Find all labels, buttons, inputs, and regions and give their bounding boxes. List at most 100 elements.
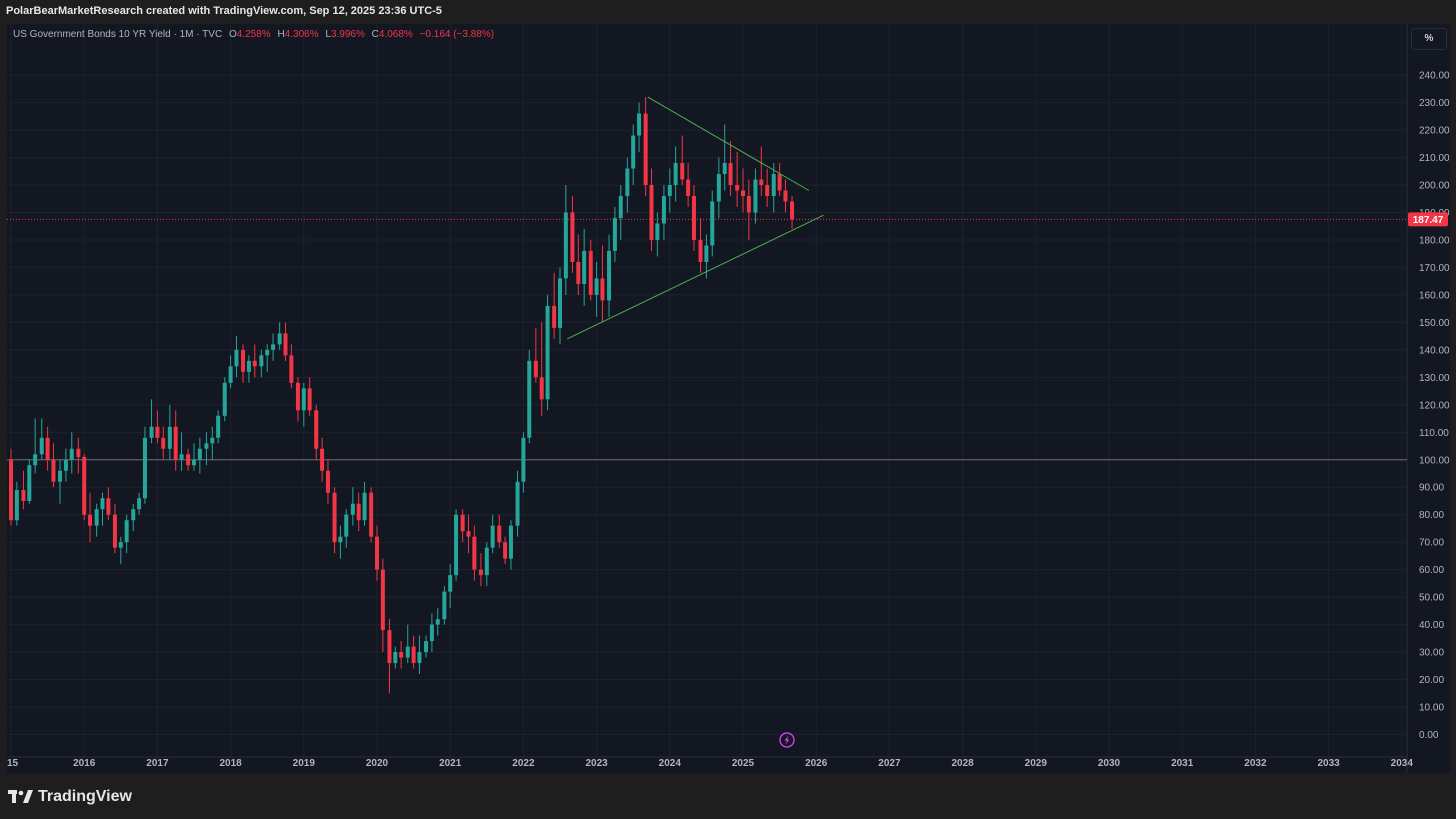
- candle-body[interactable]: [399, 652, 404, 658]
- candle-body[interactable]: [9, 459, 13, 521]
- candle-body[interactable]: [435, 619, 440, 625]
- candle-body[interactable]: [570, 212, 575, 262]
- candle-body[interactable]: [112, 514, 117, 548]
- candle-body[interactable]: [149, 426, 154, 438]
- candle-body[interactable]: [576, 261, 581, 284]
- candle-body[interactable]: [472, 536, 477, 570]
- candle-body[interactable]: [753, 179, 758, 213]
- candle-body[interactable]: [216, 415, 221, 438]
- candle-body[interactable]: [539, 377, 544, 400]
- candle-body[interactable]: [33, 454, 38, 466]
- candle-body[interactable]: [691, 195, 696, 240]
- candle-body[interactable]: [82, 457, 87, 515]
- lightning-icon[interactable]: [779, 732, 795, 748]
- candle-body[interactable]: [545, 305, 550, 400]
- trendline-lower[interactable]: [567, 214, 824, 340]
- candle-body[interactable]: [210, 437, 215, 444]
- percent-scale-button[interactable]: %: [1411, 28, 1447, 50]
- candle-body[interactable]: [69, 448, 74, 460]
- candle-body[interactable]: [167, 426, 172, 449]
- candle-body[interactable]: [362, 492, 367, 521]
- chart-panel[interactable]: 0.00 10.00 20.00 30.00 40.00 50.00 60.00 70.00 8…: [7, 24, 1450, 773]
- candle-body[interactable]: [289, 355, 294, 383]
- candle-body[interactable]: [39, 437, 44, 455]
- candle-body[interactable]: [618, 195, 623, 218]
- trendline-upper[interactable]: [647, 96, 810, 191]
- candle-body[interactable]: [710, 201, 715, 246]
- candle-body[interactable]: [594, 278, 599, 295]
- candle-body[interactable]: [186, 454, 191, 466]
- candle-body[interactable]: [179, 454, 184, 460]
- candle-body[interactable]: [142, 437, 147, 499]
- candle-body[interactable]: [411, 646, 416, 664]
- candle-body[interactable]: [155, 426, 160, 438]
- candle-body[interactable]: [643, 113, 648, 185]
- candle-body[interactable]: [375, 536, 379, 570]
- candle-body[interactable]: [680, 163, 685, 180]
- candle-body[interactable]: [746, 195, 751, 213]
- candle-body[interactable]: [722, 163, 727, 175]
- candle-body[interactable]: [673, 163, 678, 185]
- candle-body[interactable]: [582, 250, 587, 284]
- candle-body[interactable]: [94, 509, 99, 526]
- candle-body[interactable]: [307, 388, 312, 411]
- candle-body[interactable]: [661, 195, 666, 224]
- candle-body[interactable]: [118, 542, 123, 548]
- tradingview-logo[interactable]: TradingView: [8, 788, 132, 806]
- candle-body[interactable]: [222, 382, 227, 416]
- price-chart[interactable]: 0.00 10.00 20.00 30.00 40.00 50.00 60.00 70.00 8…: [7, 24, 1450, 773]
- candle-body[interactable]: [558, 278, 562, 328]
- candle-body[interactable]: [508, 525, 513, 559]
- candle-body[interactable]: [369, 492, 374, 537]
- candle-body[interactable]: [131, 509, 136, 521]
- candle-body[interactable]: [588, 250, 593, 295]
- candle-body[interactable]: [265, 349, 270, 356]
- candle-body[interactable]: [277, 333, 282, 345]
- candle-body[interactable]: [448, 575, 453, 592]
- candle-body[interactable]: [704, 245, 709, 262]
- candle-body[interactable]: [301, 388, 306, 411]
- candle-body[interactable]: [527, 360, 532, 438]
- candle-body[interactable]: [21, 489, 26, 501]
- candle-body[interactable]: [790, 201, 795, 220]
- candle-body[interactable]: [124, 520, 129, 543]
- candle-body[interactable]: [765, 185, 770, 196]
- candle-body[interactable]: [521, 437, 526, 482]
- candle-body[interactable]: [137, 498, 142, 510]
- candle-body[interactable]: [405, 646, 410, 658]
- candle-body[interactable]: [552, 305, 557, 328]
- candle-body[interactable]: [332, 492, 337, 543]
- candle-body[interactable]: [241, 349, 246, 372]
- candle-body[interactable]: [460, 514, 465, 532]
- candle-body[interactable]: [600, 278, 605, 301]
- candle-body[interactable]: [607, 250, 612, 301]
- candle-body[interactable]: [344, 514, 349, 537]
- candle-body[interactable]: [563, 212, 568, 279]
- candle-body[interactable]: [295, 382, 300, 411]
- candle-body[interactable]: [27, 465, 32, 501]
- candle-body[interactable]: [698, 239, 703, 262]
- candle-body[interactable]: [314, 410, 319, 449]
- candle-body[interactable]: [106, 498, 111, 515]
- candle-body[interactable]: [76, 448, 81, 458]
- candle-body[interactable]: [655, 223, 660, 240]
- candle-body[interactable]: [429, 624, 434, 642]
- candle-body[interactable]: [338, 536, 343, 543]
- candle-body[interactable]: [478, 569, 483, 576]
- candle-body[interactable]: [783, 190, 788, 202]
- candle-body[interactable]: [161, 437, 166, 449]
- candle-body[interactable]: [51, 459, 56, 482]
- candle-body[interactable]: [246, 360, 251, 372]
- candle-body[interactable]: [497, 525, 502, 543]
- candle-body[interactable]: [686, 179, 691, 196]
- candle-body[interactable]: [667, 185, 672, 196]
- candle-body[interactable]: [325, 470, 330, 493]
- candle-body[interactable]: [88, 514, 93, 526]
- candle-body[interactable]: [728, 163, 733, 185]
- candle-body[interactable]: [466, 531, 471, 537]
- candle-body[interactable]: [741, 190, 745, 196]
- candle-body[interactable]: [380, 569, 385, 631]
- candle-body[interactable]: [716, 174, 721, 202]
- candle-body[interactable]: [424, 641, 429, 653]
- candle-body[interactable]: [637, 113, 642, 136]
